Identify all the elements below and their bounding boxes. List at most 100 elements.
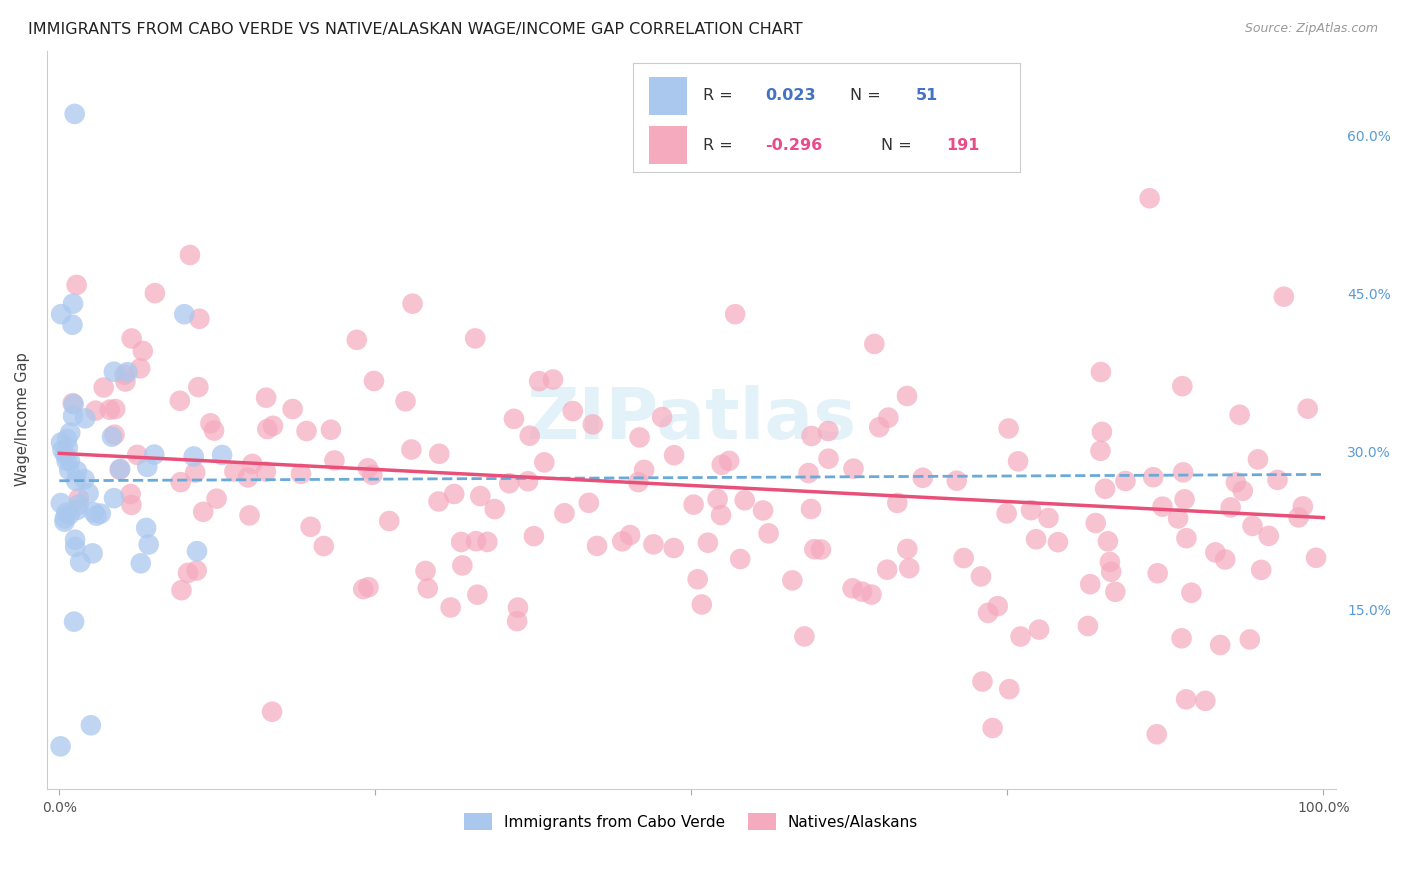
Point — [56, 441, 79, 455]
Point — [401, 296, 423, 310]
Point — [952, 551, 974, 566]
Point — [527, 374, 550, 388]
Point — [1174, 492, 1197, 507]
Point — [138, 537, 160, 551]
Point — [187, 380, 209, 394]
Point — [108, 463, 131, 477]
Point — [75, 411, 97, 425]
Point — [633, 463, 655, 477]
Point — [67, 491, 90, 506]
Point — [710, 458, 733, 472]
Point — [1078, 577, 1101, 591]
Point — [73, 472, 96, 486]
Point — [62, 296, 84, 310]
Point — [240, 457, 263, 471]
Point — [662, 448, 685, 462]
Point — [477, 534, 499, 549]
Point — [503, 412, 526, 426]
Point — [1239, 632, 1261, 647]
Point — [1247, 452, 1270, 467]
Point — [1232, 483, 1254, 498]
Point — [440, 600, 463, 615]
Point — [103, 427, 125, 442]
Point — [706, 492, 728, 507]
Point — [498, 476, 520, 491]
Point — [1296, 401, 1319, 416]
Point — [53, 511, 76, 525]
Point — [451, 558, 474, 573]
Point — [312, 539, 335, 553]
Point — [1094, 482, 1116, 496]
Point — [1167, 511, 1189, 525]
Point — [169, 393, 191, 408]
Point — [51, 443, 73, 458]
Point — [898, 561, 921, 575]
Point — [817, 451, 839, 466]
Point — [578, 496, 600, 510]
Point — [49, 496, 72, 510]
Point — [896, 389, 918, 403]
Point — [224, 465, 246, 479]
Point — [1209, 638, 1232, 652]
Point — [401, 442, 423, 457]
Point — [724, 307, 747, 321]
Legend: Immigrants from Cabo Verde, Natives/Alaskans: Immigrants from Cabo Verde, Natives/Alas… — [458, 807, 924, 836]
Point — [1213, 552, 1236, 566]
Point — [998, 682, 1021, 697]
Point — [101, 430, 124, 444]
Point — [1077, 619, 1099, 633]
Point — [205, 491, 228, 506]
Point — [718, 454, 741, 468]
Point — [662, 541, 685, 555]
Point — [1194, 694, 1216, 708]
Point — [810, 542, 832, 557]
Point — [1257, 529, 1279, 543]
Point — [62, 396, 84, 410]
Point — [533, 455, 555, 469]
Point — [1152, 500, 1174, 514]
Point — [1267, 473, 1289, 487]
Point — [361, 467, 384, 482]
Point — [58, 463, 80, 477]
Point — [690, 598, 713, 612]
Point — [132, 343, 155, 358]
Point — [86, 508, 108, 523]
Point — [972, 674, 994, 689]
Point — [945, 474, 967, 488]
Point — [65, 474, 87, 488]
Point — [877, 410, 900, 425]
Point — [83, 505, 105, 519]
Point — [129, 557, 152, 571]
Point — [427, 447, 450, 461]
Point — [1028, 623, 1050, 637]
Y-axis label: Wage/Income Gap: Wage/Income Gap — [15, 352, 30, 486]
Point — [612, 534, 634, 549]
Point — [981, 721, 1004, 735]
Point — [450, 535, 472, 549]
Point — [186, 544, 208, 558]
Point — [1090, 365, 1112, 379]
Point — [1272, 290, 1295, 304]
Point — [120, 487, 142, 501]
Point — [443, 487, 465, 501]
Point — [782, 574, 804, 588]
Point — [1038, 511, 1060, 525]
Point — [129, 361, 152, 376]
Point — [860, 588, 883, 602]
Point — [1305, 550, 1327, 565]
Point — [62, 318, 84, 332]
Point — [184, 466, 207, 480]
Point — [1046, 535, 1069, 549]
Point — [841, 582, 863, 596]
Point — [53, 448, 76, 462]
Point — [1219, 500, 1241, 515]
Point — [1171, 466, 1194, 480]
Point — [59, 425, 82, 440]
Point — [378, 514, 401, 528]
Point — [179, 248, 201, 262]
Point — [127, 448, 149, 462]
Point — [211, 448, 233, 462]
Point — [506, 614, 529, 628]
Point — [1114, 474, 1136, 488]
Point — [1099, 565, 1122, 579]
